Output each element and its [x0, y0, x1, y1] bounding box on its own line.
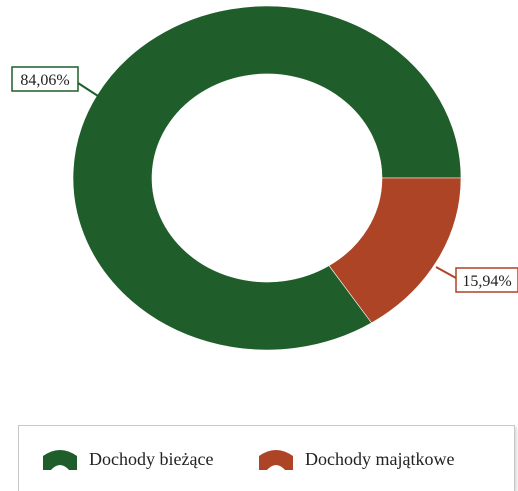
legend-label: Dochody bieżące [89, 448, 214, 469]
legend-label: Dochody majątkowe [305, 448, 455, 469]
legend-item-dochody-majatkowe[interactable]: Dochody majątkowe [257, 444, 454, 474]
label-box [11, 66, 79, 92]
arc-swatch-icon [43, 450, 77, 470]
label-box [455, 267, 518, 293]
legend: Dochody bieżące Dochody majątkowe [18, 425, 515, 491]
data-label-1: 15,94% [435, 266, 518, 293]
label-leader-line [77, 82, 99, 97]
data-label-0: 84,06% [11, 66, 99, 97]
legend-item-dochody-biezace[interactable]: Dochody bieżące [41, 444, 213, 474]
slice-0[interactable] [72, 5, 462, 351]
slice-1[interactable] [328, 177, 462, 324]
label-text: 15,94% [462, 273, 511, 290]
label-leader-line [435, 266, 457, 279]
label-text: 84,06% [20, 72, 69, 89]
arc-swatch-icon [259, 450, 293, 470]
donut-chart: 84,06% 15,94% [11, 5, 518, 351]
